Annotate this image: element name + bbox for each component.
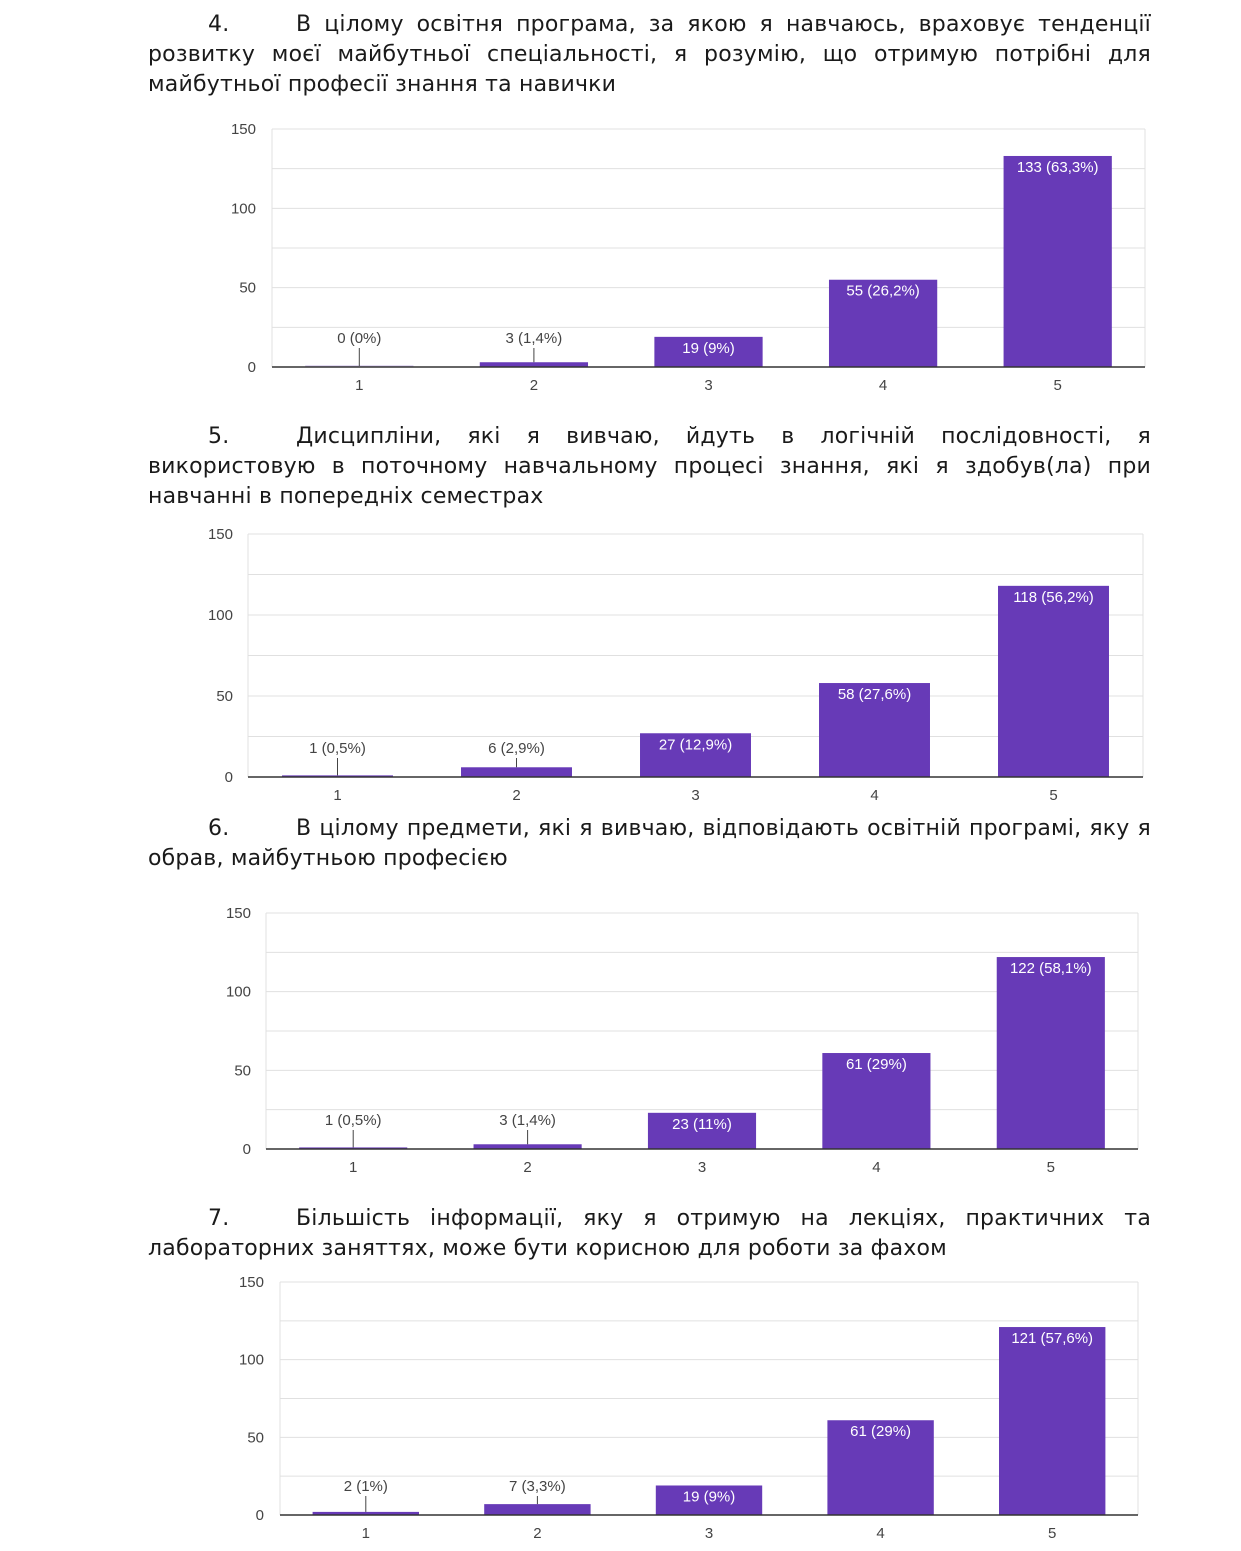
- x-tick-label: 4: [872, 1159, 880, 1176]
- chart-question-7: 0 50 100 150 2 (1%) 1 7 (3,3%) 2 19 (9%) 3 61 (29%…: [239, 1274, 1139, 1542]
- bar: [282, 775, 393, 777]
- y-tick-label: 0: [248, 359, 256, 376]
- chart-question-6: 0 50 100 150 1 (0,5%) 1 3 (1,4%) 2 23 (11%) 3 61 (…: [226, 905, 1139, 1176]
- bar: [822, 1053, 931, 1149]
- bar: [473, 1144, 582, 1149]
- x-tick-label: 1: [362, 1525, 370, 1542]
- bar: [827, 1420, 934, 1515]
- x-tick-label: 2: [530, 377, 538, 394]
- x-tick-label: 2: [512, 787, 520, 804]
- y-tick-label: 50: [247, 1429, 264, 1446]
- question-text: В цілому освітня програма, за якою я нав…: [148, 12, 1151, 97]
- question-4: 4. В цілому освітня програма, за якою я н…: [148, 10, 1151, 100]
- question-text: В цілому предмети, які я вивчаю, відпові…: [148, 816, 1151, 871]
- data-label: 23 (11%): [672, 1116, 732, 1133]
- data-label: 7 (3,3%): [509, 1478, 566, 1495]
- bar: [998, 585, 1109, 777]
- data-label: 3 (1,4%): [499, 1112, 556, 1129]
- chart-question-5: 0 50 100 150 1 (0,5%) 1 6 (2,9%) 2 27 (12,9%) 3 58…: [208, 526, 1144, 804]
- x-tick-label: 1: [333, 787, 341, 804]
- data-label: 19 (9%): [682, 340, 735, 357]
- data-label: 6 (2,9%): [488, 740, 545, 757]
- x-tick-label: 5: [1048, 1525, 1056, 1542]
- x-tick-label: 4: [870, 787, 878, 804]
- chart-question-4: 0 50 100 150 0 (0%) 1 3 (1,4%) 2 19 (9%) 3 55 (26,…: [231, 121, 1146, 394]
- data-label: 2 (1%): [344, 1478, 388, 1495]
- y-tick-label: 100: [231, 200, 256, 217]
- x-tick-label: 1: [355, 377, 363, 394]
- bar: [819, 683, 930, 777]
- question-number: 4.: [208, 12, 230, 37]
- y-tick-label: 100: [208, 607, 233, 624]
- x-tick-label: 2: [533, 1525, 541, 1542]
- bar: [996, 957, 1105, 1149]
- data-label: 122 (58,1%): [1010, 960, 1092, 977]
- data-label: 1 (0,5%): [325, 1112, 382, 1129]
- question-number: 5.: [208, 424, 230, 449]
- question-text: Дисципліни, які я вивчаю, йдуть в логічн…: [148, 424, 1151, 509]
- x-tick-label: 1: [349, 1159, 357, 1176]
- data-label: 0 (0%): [337, 330, 381, 347]
- data-label: 55 (26,2%): [846, 283, 919, 300]
- data-label: 58 (27,6%): [838, 686, 911, 703]
- bar: [1003, 155, 1112, 367]
- x-tick-label: 3: [698, 1159, 706, 1176]
- x-tick-label: 5: [1047, 1159, 1055, 1176]
- data-label: 1 (0,5%): [309, 740, 366, 757]
- question-text: Більшість інформації, яку я отримую на л…: [148, 1206, 1151, 1261]
- bar: [312, 1511, 419, 1515]
- y-tick-label: 150: [226, 905, 251, 922]
- x-tick-label: 2: [523, 1159, 531, 1176]
- y-tick-label: 0: [256, 1507, 264, 1524]
- y-tick-label: 50: [239, 280, 256, 297]
- bar: [479, 362, 589, 367]
- y-tick-label: 100: [226, 984, 251, 1001]
- y-tick-label: 150: [208, 526, 233, 543]
- x-tick-label: 5: [1054, 377, 1062, 394]
- x-tick-label: 3: [704, 377, 712, 394]
- bar: [647, 1112, 757, 1149]
- question-number: 7.: [208, 1206, 230, 1231]
- y-tick-label: 0: [225, 769, 233, 786]
- bar: [461, 767, 572, 777]
- y-tick-label: 0: [243, 1141, 251, 1158]
- bar: [299, 1147, 408, 1149]
- y-tick-label: 150: [231, 121, 256, 138]
- bar: [655, 1485, 763, 1515]
- question-number: 6.: [208, 816, 230, 841]
- data-label: 121 (57,6%): [1011, 1330, 1093, 1347]
- data-label: 118 (56,2%): [1013, 589, 1094, 606]
- data-label: 19 (9%): [683, 1488, 736, 1505]
- y-tick-label: 50: [234, 1062, 251, 1079]
- bar: [484, 1504, 591, 1515]
- x-tick-label: 5: [1049, 787, 1057, 804]
- y-tick-label: 150: [239, 1274, 264, 1291]
- x-tick-label: 4: [876, 1525, 884, 1542]
- question-5: 5. Дисципліни, які я вивчаю, йдуть в логі…: [148, 422, 1151, 512]
- question-7: 7. Більшість інформації, яку я отримую на…: [148, 1204, 1151, 1264]
- bar: [999, 1327, 1106, 1515]
- y-tick-label: 50: [216, 688, 233, 705]
- data-label: 61 (29%): [850, 1423, 911, 1440]
- x-tick-label: 3: [705, 1525, 713, 1542]
- data-label: 133 (63,3%): [1017, 159, 1099, 176]
- bar: [640, 733, 751, 777]
- y-tick-label: 100: [239, 1352, 264, 1369]
- question-6: 6. В цілому предмети, які я вивчаю, відпо…: [148, 814, 1151, 874]
- data-label: 27 (12,9%): [659, 736, 732, 753]
- data-label: 3 (1,4%): [506, 330, 563, 347]
- x-tick-label: 3: [691, 787, 699, 804]
- x-tick-label: 4: [879, 377, 887, 394]
- data-label: 61 (29%): [846, 1056, 907, 1073]
- bar: [654, 336, 763, 367]
- bar: [828, 279, 938, 367]
